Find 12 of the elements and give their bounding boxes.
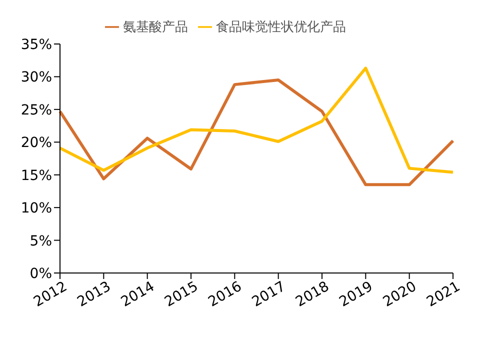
y-tick-label: 20%	[20, 135, 52, 152]
y-tick-label: 10%	[20, 200, 52, 217]
y-tick-label: 15%	[20, 168, 52, 184]
y-tick-label: 35%	[20, 36, 52, 53]
y-tick-label: 0%	[30, 266, 52, 282]
line-series	[58, 66, 454, 174]
y-tick-label: 30%	[20, 70, 52, 86]
legend-label: 氨基酸产品	[123, 20, 188, 35]
y-tick-label: 5%	[30, 233, 52, 250]
legend-label: 食品味觉性状优化产品	[216, 20, 346, 35]
y-tick-label: 25%	[20, 102, 52, 118]
line-series	[58, 78, 454, 186]
